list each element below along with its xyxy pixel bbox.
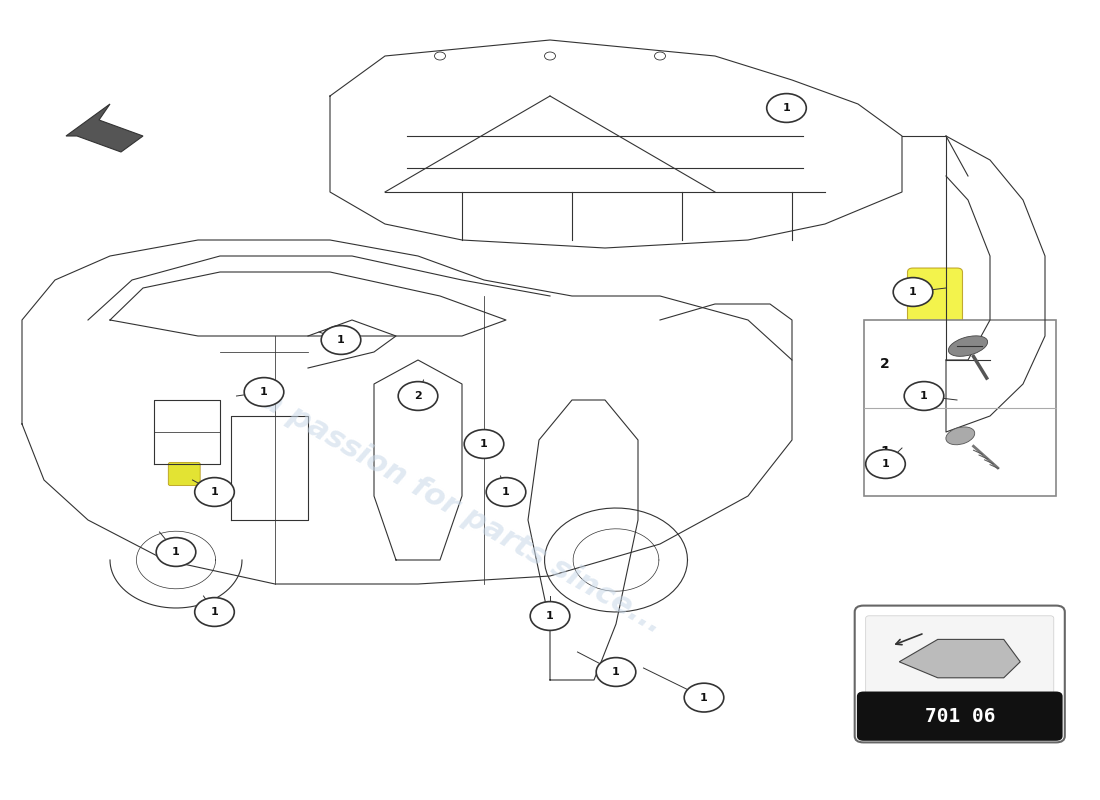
Text: 1: 1 [210,487,219,497]
FancyBboxPatch shape [857,691,1063,741]
FancyBboxPatch shape [908,268,962,340]
Text: 1: 1 [700,693,708,702]
Text: 1: 1 [909,287,917,297]
Text: 1: 1 [782,103,791,113]
Circle shape [530,602,570,630]
Circle shape [866,450,905,478]
Circle shape [684,683,724,712]
Circle shape [195,598,234,626]
Circle shape [464,430,504,458]
FancyBboxPatch shape [866,616,1054,695]
Text: 1: 1 [480,439,488,449]
Circle shape [904,382,944,410]
Text: 1: 1 [612,667,620,677]
Circle shape [244,378,284,406]
Circle shape [893,278,933,306]
FancyBboxPatch shape [864,320,1056,496]
Ellipse shape [948,336,988,356]
Text: 701 06: 701 06 [924,706,996,726]
Ellipse shape [946,427,975,445]
Circle shape [321,326,361,354]
Text: 1: 1 [920,391,928,401]
Polygon shape [900,639,1021,678]
Text: 1: 1 [337,335,345,345]
Circle shape [486,478,526,506]
Circle shape [398,382,438,410]
Text: 2: 2 [414,391,422,401]
Text: 1: 1 [260,387,268,397]
FancyBboxPatch shape [855,606,1065,742]
Text: 1: 1 [546,611,554,621]
Circle shape [195,478,234,506]
Text: a passion for parts since...: a passion for parts since... [256,385,668,639]
Text: 2: 2 [880,357,890,371]
Polygon shape [66,104,143,152]
Text: 1: 1 [210,607,219,617]
Circle shape [767,94,806,122]
Text: 1: 1 [880,445,890,459]
FancyBboxPatch shape [168,462,200,486]
Text: 1: 1 [172,547,180,557]
Text: 1: 1 [502,487,510,497]
Circle shape [156,538,196,566]
Text: 1: 1 [881,459,890,469]
Circle shape [596,658,636,686]
